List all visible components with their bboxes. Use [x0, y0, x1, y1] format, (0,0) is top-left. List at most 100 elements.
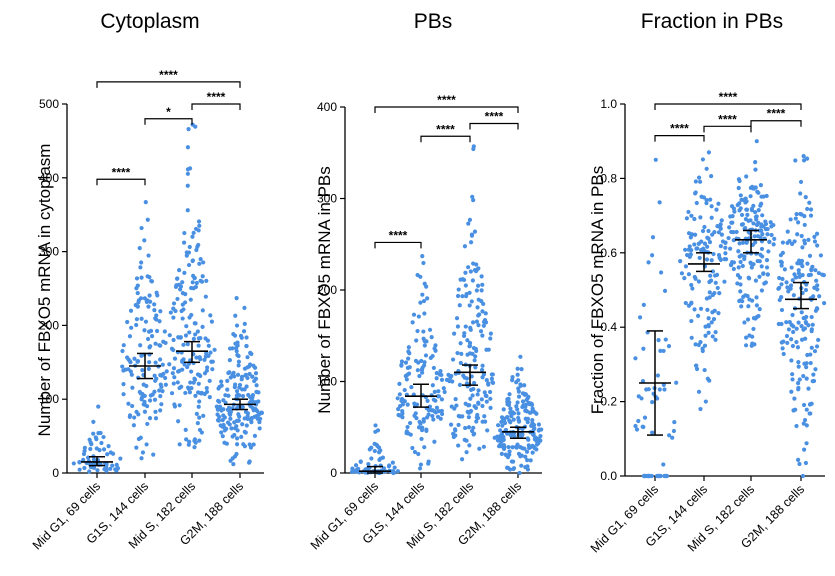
- data-point: [145, 274, 150, 279]
- data-point: [479, 367, 485, 373]
- data-point: [149, 279, 155, 284]
- data-point: [751, 316, 757, 321]
- data-point: [822, 301, 827, 306]
- y-tick-label: 0: [52, 466, 59, 480]
- data-point: [751, 186, 756, 191]
- data-point: [816, 337, 821, 343]
- data-point: [232, 432, 237, 438]
- data-point: [716, 230, 722, 235]
- data-point: [477, 446, 482, 451]
- data-point: [427, 327, 433, 332]
- data-point: [800, 263, 805, 269]
- data-point: [218, 404, 223, 409]
- data-point: [812, 234, 817, 239]
- data-point: [179, 308, 184, 314]
- significance-bracket: [654, 103, 802, 110]
- data-point: [186, 442, 191, 447]
- data-point: [751, 326, 756, 332]
- data-point: [710, 334, 715, 339]
- data-point: [737, 298, 742, 304]
- data-point: [470, 351, 475, 356]
- data-point: [399, 362, 404, 367]
- data-point: [204, 368, 210, 373]
- data-point: [678, 259, 683, 264]
- significance-label: ****: [719, 90, 738, 104]
- data-point: [803, 315, 808, 321]
- data-point: [738, 289, 743, 294]
- data-point: [128, 369, 133, 374]
- data-point: [517, 470, 522, 476]
- data-point: [87, 469, 92, 474]
- data-point: [786, 327, 792, 332]
- data-point: [438, 368, 443, 374]
- data-point: [138, 343, 143, 348]
- data-point: [190, 258, 195, 263]
- data-point: [219, 383, 224, 388]
- data-point: [442, 389, 447, 395]
- data-point: [532, 410, 537, 415]
- data-point: [232, 374, 237, 379]
- data-point: [471, 425, 476, 430]
- data-point: [463, 401, 468, 406]
- data-point: [176, 419, 181, 424]
- data-point: [657, 387, 662, 392]
- data-point: [421, 329, 426, 334]
- data-point: [448, 422, 454, 427]
- data-point: [729, 220, 734, 225]
- data-point: [641, 346, 646, 351]
- data-point: [215, 407, 220, 412]
- data-point: [202, 391, 207, 397]
- data-point: [762, 281, 767, 286]
- data-point: [693, 232, 698, 237]
- data-point: [778, 259, 783, 264]
- data-point: [189, 369, 194, 374]
- data-point: [797, 461, 802, 467]
- data-point: [114, 462, 119, 467]
- data-point: [151, 452, 156, 457]
- data-point: [413, 411, 418, 416]
- data-point: [702, 241, 708, 246]
- data-point: [184, 324, 189, 329]
- data-point: [176, 282, 182, 287]
- data-point: [217, 399, 222, 404]
- data-point: [516, 451, 522, 456]
- data-point: [91, 457, 97, 462]
- data-point: [777, 297, 782, 303]
- data-point: [465, 338, 470, 343]
- y-tick-label: 400: [317, 100, 337, 114]
- data-point: [410, 445, 415, 451]
- data-point: [160, 362, 165, 367]
- data-point: [801, 421, 806, 426]
- data-point: [184, 250, 189, 255]
- data-point: [459, 351, 464, 357]
- data-point: [187, 315, 192, 320]
- data-point: [475, 392, 480, 397]
- data-point: [656, 338, 661, 343]
- data-point: [757, 274, 762, 279]
- data-point: [180, 316, 185, 321]
- data-point: [740, 299, 745, 304]
- data-point: [387, 463, 392, 468]
- data-point: [476, 388, 481, 393]
- data-point: [170, 371, 175, 376]
- data-point: [245, 416, 250, 421]
- significance-bracket: [144, 118, 193, 125]
- data-point: [805, 206, 810, 212]
- data-point: [729, 229, 734, 235]
- data-point: [516, 394, 522, 399]
- data-point: [799, 324, 804, 329]
- data-point: [167, 333, 172, 338]
- data-point: [184, 253, 189, 258]
- title-pbs: PBs: [414, 10, 453, 33]
- data-point: [793, 407, 798, 412]
- data-point: [500, 423, 505, 428]
- data-point: [474, 419, 479, 424]
- data-point: [470, 194, 475, 199]
- data-point: [523, 408, 528, 413]
- data-point: [784, 280, 789, 285]
- data-point: [510, 378, 515, 383]
- data-point: [358, 459, 363, 465]
- data-point: [185, 183, 190, 188]
- y-tick-label: 0.0: [600, 469, 617, 483]
- data-point: [799, 337, 805, 342]
